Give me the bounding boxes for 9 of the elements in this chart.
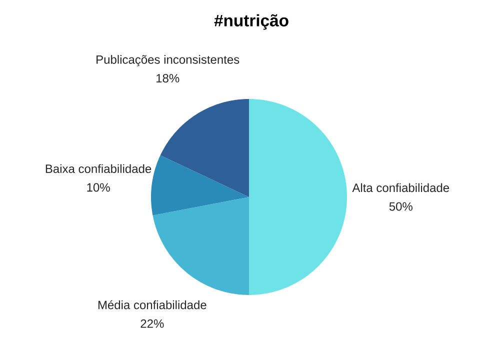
data-label: 18% bbox=[156, 74, 180, 82]
slice-label: Alta confiabilidade bbox=[352, 183, 450, 192]
chart-title: #nutrição bbox=[214, 14, 288, 30]
data-label: 50% bbox=[389, 202, 412, 211]
slice-label: Publicações inconsistentes bbox=[96, 55, 240, 66]
slice-label: Baixa confiabilidade bbox=[46, 164, 152, 174]
data-label: 22% bbox=[140, 319, 164, 328]
slice-label: Média confiabilidade bbox=[98, 300, 206, 310]
data-label: 10% bbox=[87, 183, 110, 192]
